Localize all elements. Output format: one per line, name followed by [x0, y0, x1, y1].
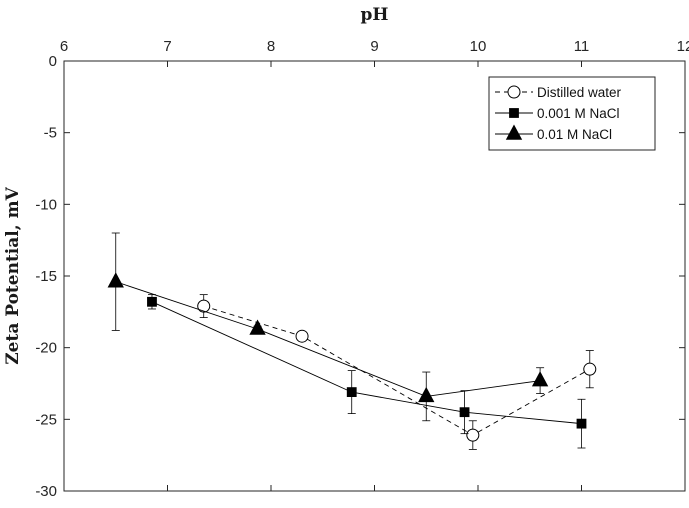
data-point — [531, 371, 549, 387]
y-tick-label: -20 — [35, 340, 57, 357]
series-line — [115, 281, 541, 397]
y-axis-title: Zeta Potential, mV — [3, 186, 23, 364]
legend-label: Distilled water — [537, 85, 622, 100]
y-tick-label: 0 — [49, 53, 57, 70]
legend: Distilled water 0.001 M NaCl 0.01 M NaCl — [488, 76, 656, 151]
data-point — [295, 329, 309, 343]
legend-entry-0-01-m-nacl: 0.01 M NaCl — [495, 124, 612, 142]
legend-label: 0.01 M NaCl — [537, 127, 612, 142]
series-group — [107, 232, 597, 450]
x-tick-label: 6 — [60, 38, 68, 55]
x-tick-label: 8 — [267, 38, 275, 55]
x-tick-label: 12 — [677, 38, 689, 55]
x-tick-label: 7 — [163, 38, 171, 55]
x-tick-label: 10 — [470, 38, 487, 55]
y-tick-label: -25 — [35, 411, 57, 428]
legend-marker — [509, 108, 519, 118]
data-point — [418, 386, 435, 403]
legend-marker — [507, 85, 521, 99]
data-point — [107, 272, 124, 288]
data-point — [147, 296, 157, 307]
series-line — [151, 301, 582, 425]
data-point — [197, 299, 211, 313]
axes: 6 7 8 9 10 11 12 0 -5 -10 -15 -20 -25 -30 — [35, 38, 689, 500]
data-point — [346, 387, 357, 398]
series-distilled-water — [197, 294, 597, 450]
legend-entry-distilled-water: Distilled water — [495, 85, 622, 100]
legend-label: 0.001 M NaCl — [537, 106, 620, 121]
y-tick-label: -5 — [44, 125, 57, 142]
legend-entry-0-001-m-nacl: 0.001 M NaCl — [495, 106, 620, 121]
data-point — [583, 362, 597, 376]
series-0-001-m-nacl — [147, 294, 587, 449]
y-tick-label: -15 — [35, 268, 57, 285]
series-line — [203, 305, 591, 436]
data-point — [466, 428, 480, 442]
data-point — [576, 418, 587, 429]
legend-marker — [505, 124, 523, 140]
y-tick-label: -10 — [35, 196, 57, 213]
data-point — [249, 319, 266, 335]
x-axis-title: pH — [361, 5, 389, 25]
x-tick-label: 9 — [370, 38, 378, 55]
x-tick-label: 11 — [574, 38, 590, 55]
series-0-01-m-nacl — [107, 232, 549, 422]
y-tick-label: -30 — [35, 483, 57, 500]
data-point — [459, 407, 470, 418]
